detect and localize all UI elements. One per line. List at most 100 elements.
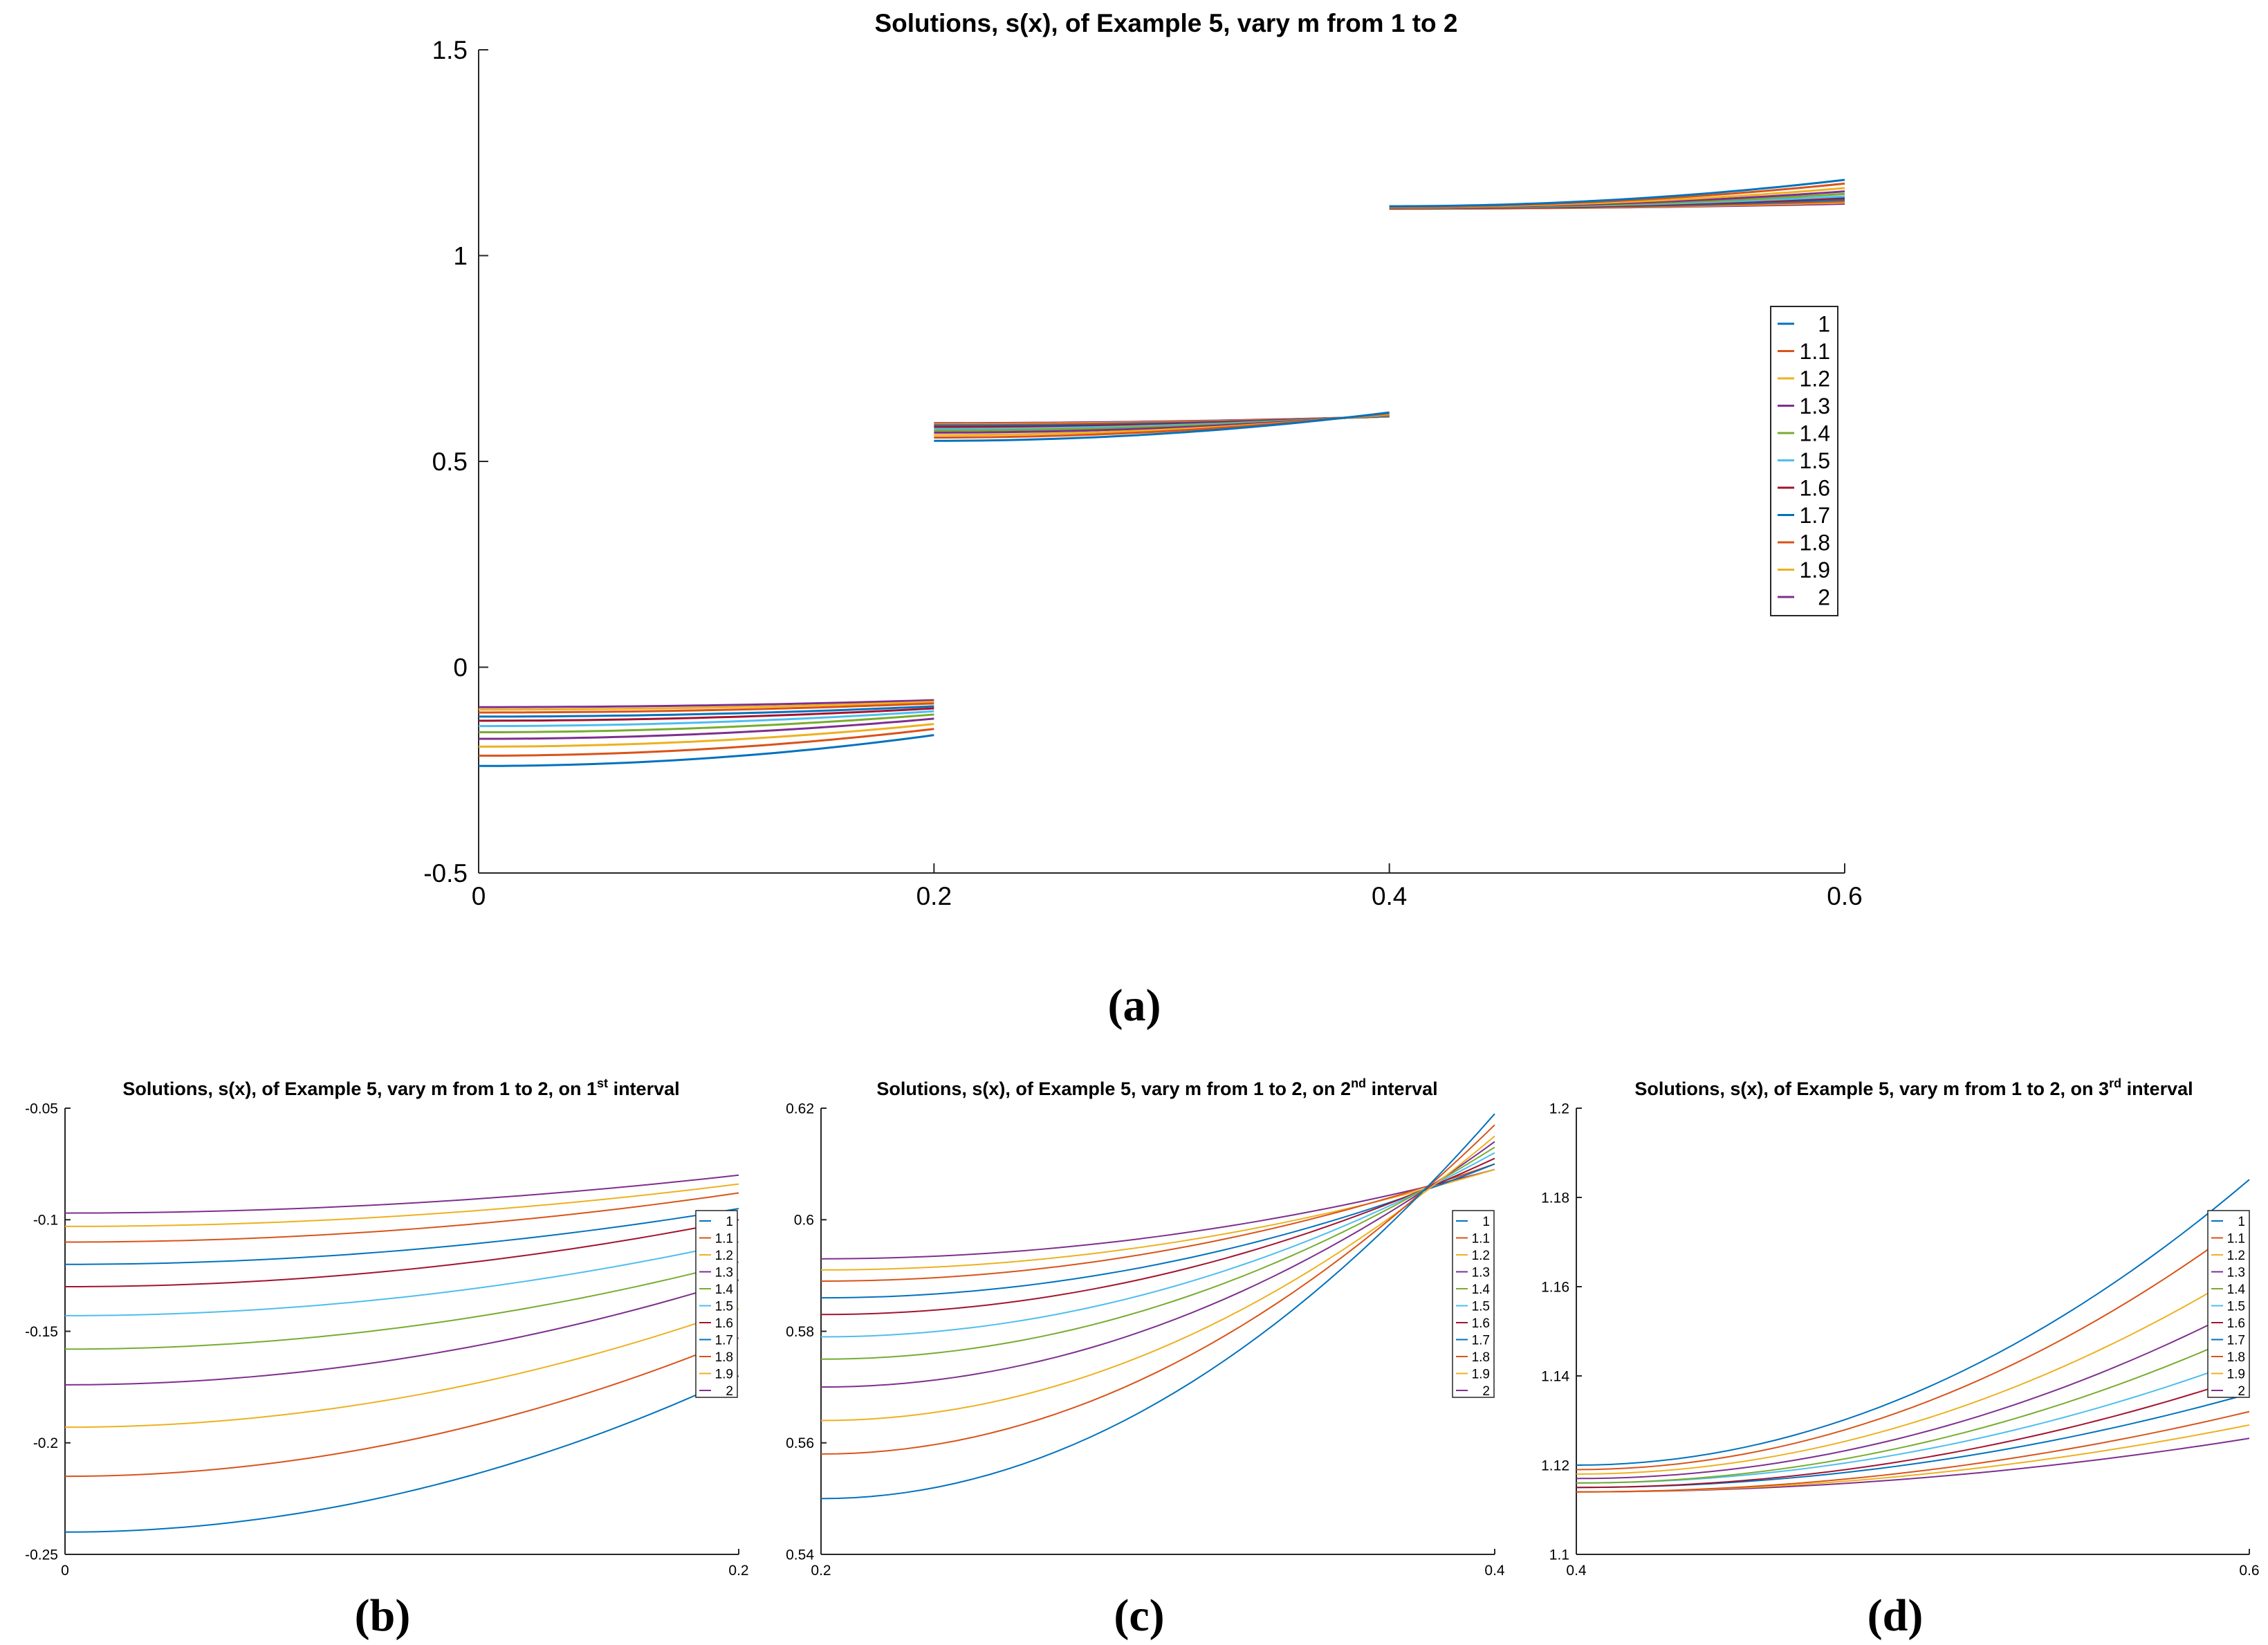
- legend-label: 1.4: [715, 1283, 734, 1297]
- legend-label: 1: [1818, 312, 1830, 337]
- legend-label: 1: [726, 1215, 733, 1229]
- y-tick-label: -0.15: [25, 1324, 58, 1340]
- legend-label: 1.2: [2227, 1249, 2245, 1263]
- panel-d: Solutions, s(x), of Example 5, vary m fr…: [1541, 1076, 2259, 1641]
- y-tick-label: 0.6: [794, 1213, 814, 1229]
- y-tick-label: 0.54: [786, 1547, 814, 1563]
- series-line-m-1.6: [1576, 1375, 2250, 1489]
- legend-label: 1.5: [715, 1299, 733, 1314]
- x-tick-label: 0.6: [1827, 882, 1862, 910]
- series-line-m-1.4: [1576, 1330, 2250, 1484]
- series-line-m-1.2: [1576, 1268, 2250, 1475]
- series-line-m-1.1: [1576, 1219, 2250, 1471]
- series-line-m-1.1: [478, 182, 1845, 757]
- series-line-m-1.2: [820, 1135, 1495, 1422]
- y-tick-label: 0.56: [786, 1435, 814, 1451]
- legend-label: 2: [2238, 1384, 2245, 1399]
- x-tick-label: 0.4: [1484, 1563, 1505, 1579]
- legend-label: 1.5: [1472, 1299, 1490, 1314]
- legend-label: 1.3: [1472, 1265, 1490, 1280]
- legend-label: 1.2: [1800, 367, 1830, 392]
- y-tick-label: 0.5: [432, 448, 468, 476]
- legend-label: 1.9: [2227, 1367, 2245, 1381]
- series-line-m-1.2: [64, 1308, 739, 1428]
- x-tick-label: 0: [61, 1563, 69, 1579]
- legend-label: 1.8: [715, 1350, 733, 1365]
- legend-label: 1.3: [2227, 1265, 2245, 1280]
- series-line-m-1.8: [478, 200, 1845, 714]
- legend-label: 1.7: [715, 1333, 733, 1348]
- series-line-m-1.7: [820, 1163, 1495, 1299]
- legend-label: 1.3: [715, 1265, 733, 1280]
- series-line-m-1.4: [64, 1261, 739, 1350]
- series-line-m-1.7: [478, 199, 1845, 718]
- x-tick-label: 0.4: [1566, 1563, 1587, 1579]
- y-tick-label: 0: [453, 653, 468, 681]
- series-line-m-1.3: [64, 1279, 739, 1386]
- legend-box: [2207, 1210, 2250, 1398]
- legend: 11.11.21.31.41.51.61.71.81.92: [1770, 306, 1838, 616]
- y-tick-label: 0.58: [786, 1324, 814, 1340]
- series-line-m-1.1: [820, 1124, 1495, 1455]
- caption: (d): [1868, 1590, 1924, 1641]
- legend-label: 1.1: [1472, 1231, 1490, 1246]
- y-tick-label: 1.18: [1541, 1190, 1569, 1206]
- series-line-m-2: [64, 1174, 739, 1214]
- panel-b: Solutions, s(x), of Example 5, vary m fr…: [25, 1076, 748, 1641]
- legend-label: 1.2: [1472, 1249, 1490, 1263]
- series-line-m-1: [1576, 1179, 2250, 1466]
- series-line-m-2: [1576, 1437, 2250, 1493]
- x-tick-label: 0.4: [1372, 882, 1407, 910]
- series-line-m-1.5: [1576, 1357, 2250, 1484]
- x-tick-label: 0.2: [811, 1563, 831, 1579]
- y-tick-label: 1.2: [1549, 1101, 1569, 1116]
- legend-box: [695, 1210, 738, 1398]
- legend-label: 1.4: [1472, 1283, 1491, 1297]
- series-line-m-1.6: [820, 1157, 1495, 1316]
- x-tick-label: 0: [472, 882, 486, 910]
- legend-label: 1.5: [1800, 448, 1830, 473]
- legend-label: 1: [2238, 1215, 2245, 1229]
- series-line-m-1: [820, 1113, 1495, 1500]
- legend-label: 1.1: [715, 1231, 733, 1246]
- legend-label: 2: [726, 1384, 733, 1399]
- series-line-m-1.1: [64, 1337, 739, 1478]
- x-tick-label: 0.2: [916, 882, 952, 910]
- legend-label: 1.6: [1800, 476, 1830, 501]
- legend-label: 1.6: [2227, 1316, 2245, 1331]
- legend: 11.11.21.31.41.51.61.71.81.92: [2207, 1210, 2250, 1399]
- legend: 11.11.21.31.41.51.61.71.81.92: [695, 1210, 738, 1399]
- y-tick-label: -0.1: [33, 1213, 58, 1229]
- legend-label: 1.9: [1800, 558, 1830, 582]
- y-tick-label: -0.25: [25, 1547, 58, 1563]
- legend-label: 1.6: [715, 1316, 733, 1331]
- series-line-m-1.6: [478, 196, 1845, 722]
- y-tick-label: 0.62: [786, 1101, 814, 1116]
- legend-label: 1.9: [715, 1367, 733, 1381]
- caption: (c): [1114, 1590, 1164, 1641]
- series-line-m-1.3: [1576, 1303, 2250, 1480]
- panel-c: Solutions, s(x), of Example 5, vary m fr…: [786, 1076, 1505, 1641]
- legend-label: 1.6: [1472, 1316, 1490, 1331]
- legend-label: 1.7: [2227, 1333, 2245, 1348]
- legend-label: 2: [1482, 1384, 1490, 1399]
- legend-label: 1: [1482, 1215, 1490, 1229]
- chart-title: Solutions, s(x), of Example 5, vary m fr…: [875, 9, 1458, 37]
- series-line-m-1.6: [64, 1219, 739, 1287]
- panel-a: Solutions, s(x), of Example 5, vary m fr…: [423, 9, 1862, 1031]
- legend-label: 1.7: [1472, 1333, 1490, 1348]
- series-line-m-2: [820, 1168, 1495, 1260]
- y-tick-label: 1.16: [1541, 1279, 1569, 1295]
- legend-label: 1.8: [1472, 1350, 1490, 1365]
- series-line-m-1.9: [64, 1183, 739, 1227]
- series-line-m-1: [64, 1375, 739, 1533]
- legend-label: 1.9: [1472, 1367, 1490, 1381]
- legend-label: 1.3: [1800, 394, 1830, 419]
- legend-box: [1452, 1210, 1495, 1398]
- y-tick-label: 1.14: [1541, 1368, 1569, 1384]
- legend-label: 1.8: [2227, 1350, 2245, 1365]
- chart-title: Solutions, s(x), of Example 5, vary m fr…: [1634, 1076, 2193, 1099]
- y-tick-label: -0.2: [33, 1435, 58, 1451]
- legend-label: 2: [1818, 585, 1830, 610]
- y-tick-label: -0.5: [423, 859, 468, 888]
